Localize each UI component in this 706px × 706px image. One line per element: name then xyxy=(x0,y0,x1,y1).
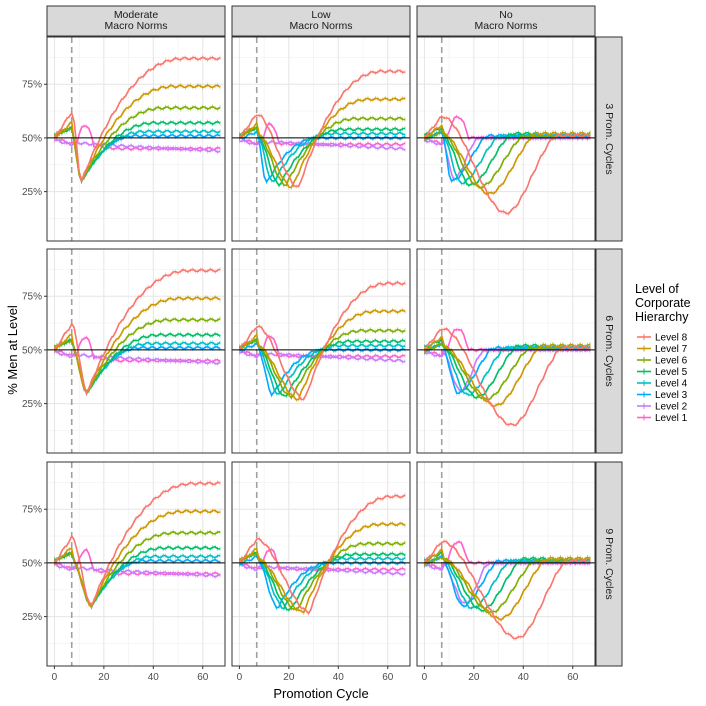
series-line-level-8 xyxy=(53,56,221,184)
series-line-level-7 xyxy=(423,123,591,196)
series-line-level-7 xyxy=(53,509,221,609)
panel-background xyxy=(47,249,225,453)
panel-border xyxy=(231,248,411,454)
series-line-level-8 xyxy=(53,268,221,396)
panel-border xyxy=(416,248,596,454)
series-line-level-8 xyxy=(53,481,221,607)
series-line-level-2 xyxy=(54,563,221,578)
series-line-level-8 xyxy=(238,494,406,615)
panel-border xyxy=(46,461,226,667)
series-line-level-8 xyxy=(423,115,591,215)
series-line-level-3 xyxy=(424,342,591,395)
panel-border xyxy=(416,36,596,242)
series-line-level-4 xyxy=(238,339,406,395)
series-line-level-8 xyxy=(423,327,591,427)
panels-layer xyxy=(46,36,596,667)
series-line-level-3 xyxy=(239,129,406,184)
series-line-level-2 xyxy=(54,350,221,365)
series-line-level-8 xyxy=(238,281,406,401)
panel-border xyxy=(231,461,411,667)
series-line-level-7 xyxy=(238,522,406,614)
series-line-level-6 xyxy=(238,116,406,187)
panel-border xyxy=(46,36,226,242)
series-line-level-2 xyxy=(424,347,591,393)
series-line-level-4 xyxy=(238,126,406,183)
series-line-level-1 xyxy=(238,335,406,359)
series-line-level-2 xyxy=(54,138,221,154)
panel-border xyxy=(46,248,226,454)
series-line-level-1 xyxy=(54,548,221,576)
series-line-level-1 xyxy=(53,125,221,151)
series-line-level-8 xyxy=(238,69,406,188)
panel-border xyxy=(231,36,411,242)
series-line-level-7 xyxy=(53,296,221,393)
